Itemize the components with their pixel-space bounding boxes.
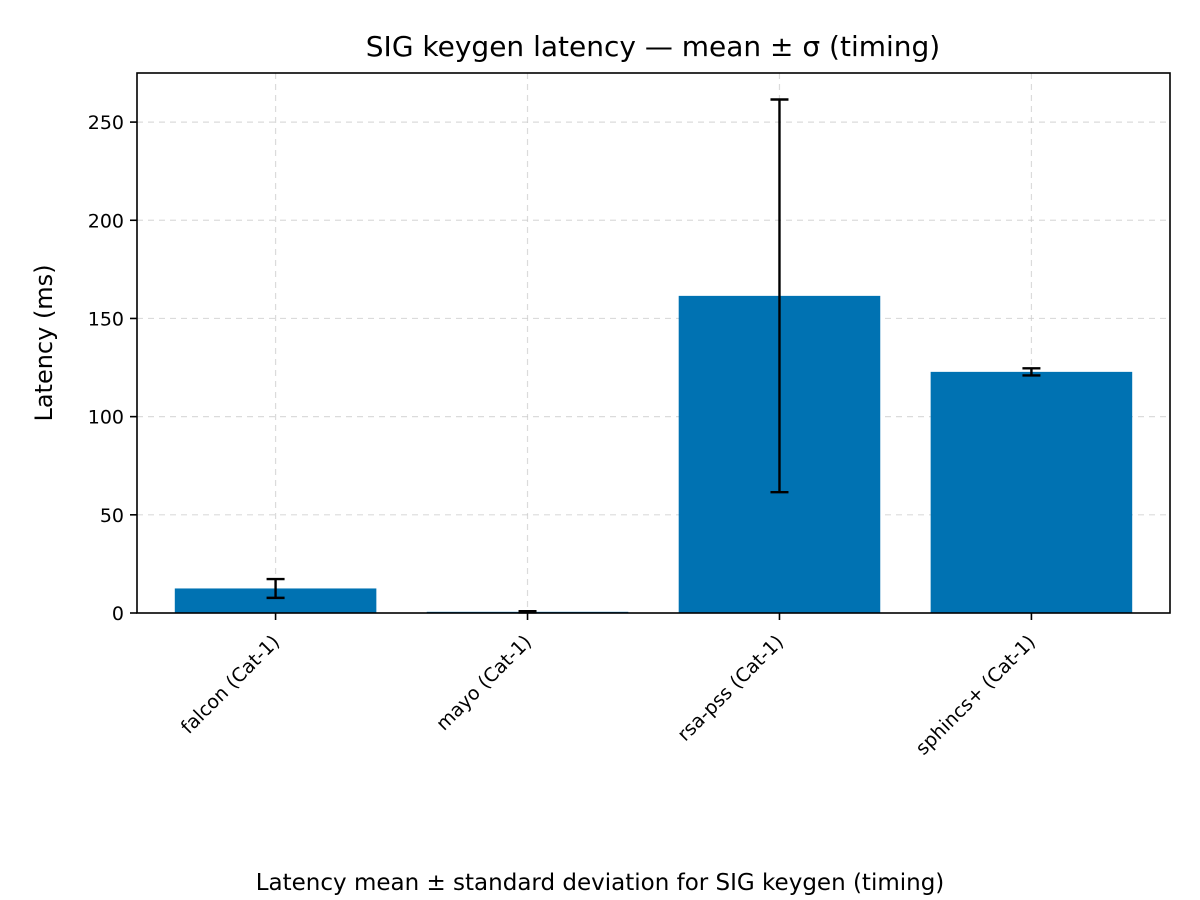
y-tick-label: 200 <box>88 210 124 232</box>
x-tick-label: sphincs+ (Cat-1) <box>911 631 1040 760</box>
x-tick-label: rsa-pss (Cat-1) <box>673 631 788 746</box>
y-axis-label: Latency (ms) <box>30 264 58 421</box>
chart-caption: Latency mean ± standard deviation for SI… <box>256 870 945 896</box>
x-axis-ticks: falcon (Cat-1) mayo (Cat-1) rsa-pss (Cat-1… <box>177 613 1040 760</box>
y-tick-label: 100 <box>88 407 124 429</box>
error-bars <box>266 98 1041 614</box>
y-tick-label: 50 <box>100 505 124 527</box>
x-tick-label: mayo (Cat-1) <box>432 631 536 735</box>
x-tick-label: falcon (Cat-1) <box>177 631 284 738</box>
y-tick-label: 250 <box>88 112 124 134</box>
y-tick-label: 0 <box>112 603 124 625</box>
chart-title: SIG keygen latency — mean ± σ (timing) <box>366 30 940 63</box>
y-axis-ticks: 0 50 100 150 200 250 <box>88 112 137 625</box>
y-tick-label: 150 <box>88 308 124 330</box>
plot-frame <box>136 72 1171 614</box>
bars <box>174 295 1133 613</box>
bar <box>930 371 1133 613</box>
